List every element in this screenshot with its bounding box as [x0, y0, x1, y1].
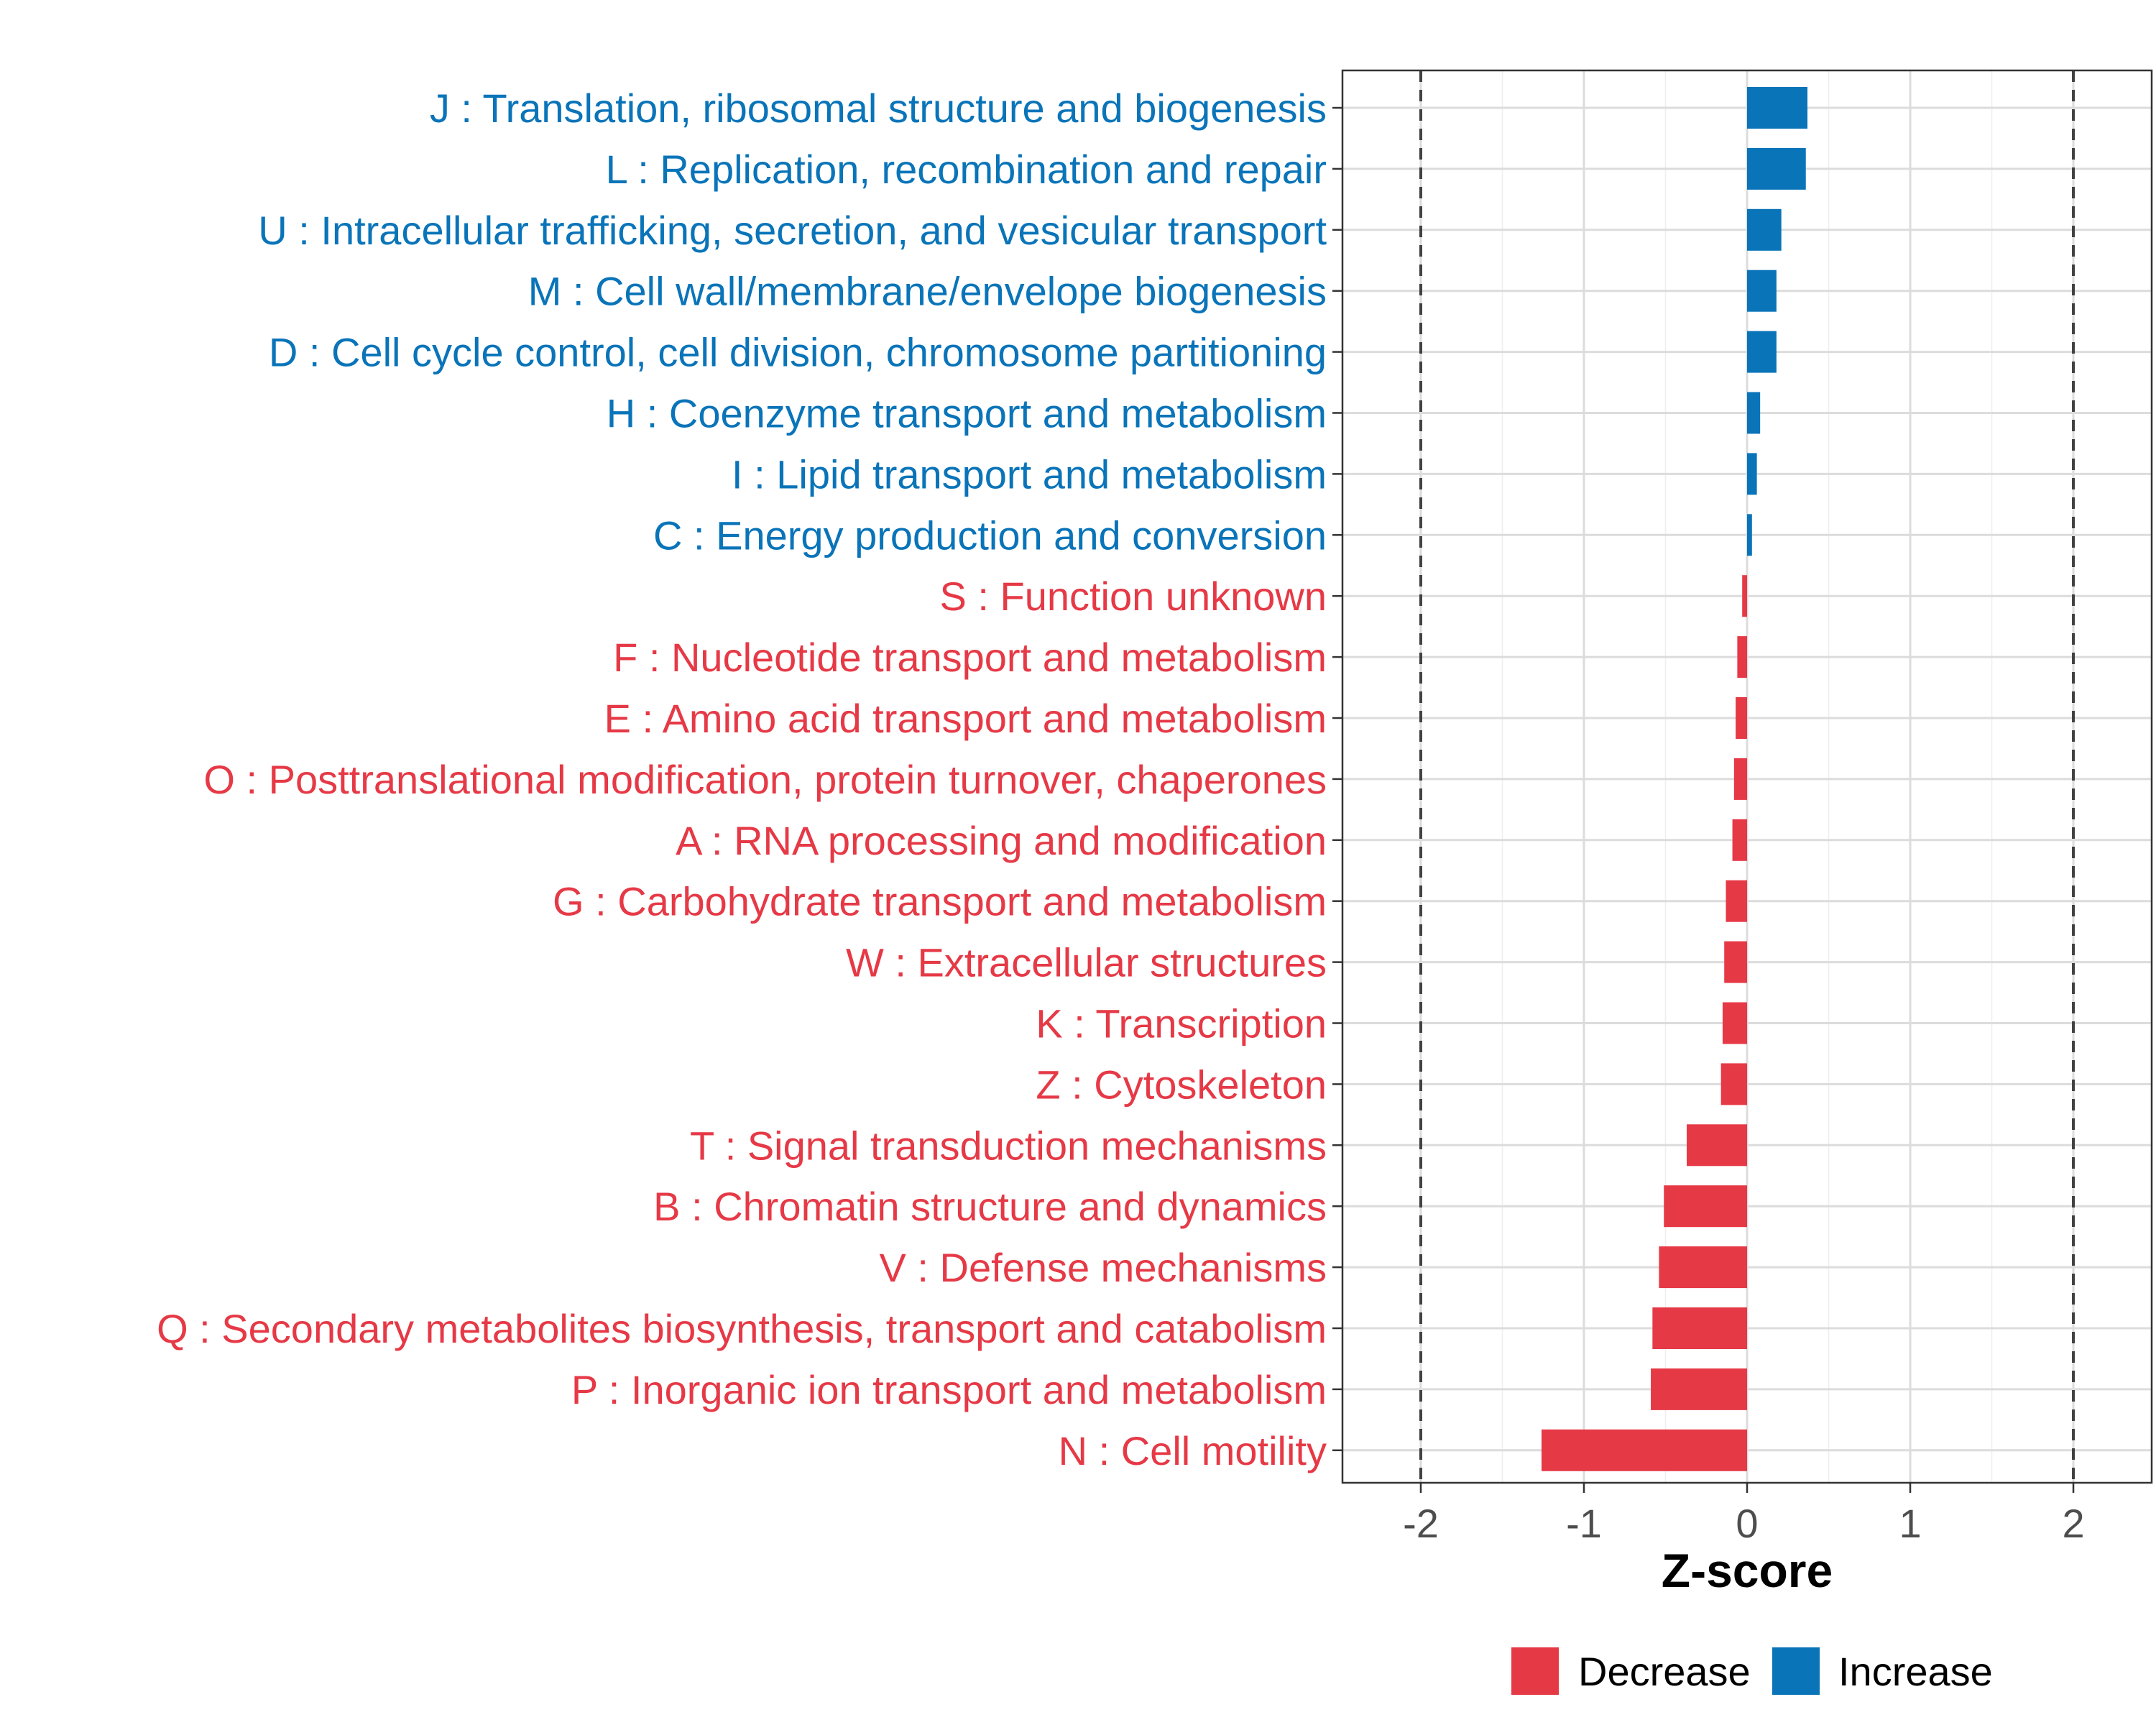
bar: [1659, 1246, 1747, 1289]
category-labels: J : Translation, ribosomal structure and…: [157, 86, 1327, 1473]
x-tick-label: 2: [2062, 1501, 2084, 1546]
category-label: M : Cell wall/membrane/envelope biogenes…: [528, 269, 1327, 314]
category-label: Q : Secondary metabolites biosynthesis, …: [157, 1306, 1327, 1351]
category-label: C : Energy production and conversion: [653, 512, 1327, 558]
bar: [1737, 636, 1747, 678]
reference-lines: [1419, 70, 2076, 1483]
category-label: S : Function unknown: [939, 574, 1327, 619]
category-label: Z : Cytoskeleton: [1036, 1062, 1327, 1107]
category-label: U : Intracellular trafficking, secretion…: [258, 208, 1327, 253]
x-tick-label: -2: [1403, 1501, 1439, 1546]
bar: [1742, 575, 1747, 617]
category-label: T : Signal transduction mechanisms: [690, 1123, 1327, 1168]
x-axis-title: Z-score: [1662, 1544, 1833, 1597]
category-label: H : Coenzyme transport and metabolism: [607, 391, 1327, 436]
category-label: B : Chromatin structure and dynamics: [653, 1184, 1327, 1229]
x-tick-label: 1: [1899, 1501, 1921, 1546]
legend: Decrease Increase: [1511, 1647, 1993, 1695]
category-label: W : Extracellular structures: [846, 940, 1327, 985]
x-axis-ticks: -2 -1 0 1 2: [1403, 1483, 2085, 1546]
bar: [1726, 880, 1747, 922]
x-tick-label: 0: [1736, 1501, 1758, 1546]
legend-swatch: [1772, 1647, 1820, 1695]
category-label: K : Transcription: [1036, 1001, 1327, 1046]
bar: [1747, 270, 1777, 312]
category-label: O : Posttranslational modification, prot…: [203, 757, 1327, 802]
bar: [1722, 1002, 1747, 1044]
bar: [1747, 453, 1757, 495]
legend-swatch: [1511, 1647, 1559, 1695]
category-label: I : Lipid transport and metabolism: [732, 451, 1327, 497]
bars: [1541, 87, 1807, 1471]
bar: [1747, 514, 1752, 556]
category-label: F : Nucleotide transport and metabolism: [613, 635, 1327, 680]
bar: [1736, 697, 1747, 739]
x-tick-label: -1: [1566, 1501, 1602, 1546]
category-label: A : RNA processing and modification: [676, 818, 1327, 863]
bar: [1747, 87, 1807, 129]
bar: [1652, 1307, 1747, 1349]
bar: [1724, 941, 1747, 983]
bar: [1732, 819, 1747, 861]
bar: [1747, 331, 1777, 373]
bar: [1651, 1368, 1747, 1410]
bar: [1747, 208, 1782, 251]
y-axis-ticks: [1332, 106, 1342, 1452]
category-label: L : Replication, recombination and repai…: [606, 147, 1327, 192]
category-label: D : Cell cycle control, cell division, c…: [269, 330, 1327, 375]
bar: [1541, 1429, 1747, 1471]
bar: [1747, 147, 1806, 190]
category-label: G : Carbohydrate transport and metabolis…: [553, 879, 1327, 924]
bar: [1733, 758, 1747, 800]
category-label: V : Defense mechanisms: [880, 1245, 1327, 1290]
bar: [1664, 1185, 1747, 1228]
bar: [1747, 392, 1761, 434]
bar: [1720, 1063, 1747, 1105]
category-label: J : Translation, ribosomal structure and…: [430, 86, 1327, 131]
legend-label: Decrease: [1578, 1649, 1751, 1694]
category-label: E : Amino acid transport and metabolism: [604, 696, 1327, 741]
category-label: N : Cell motility: [1059, 1428, 1327, 1473]
category-label: P : Inorganic ion transport and metaboli…: [571, 1367, 1327, 1412]
bar: [1687, 1124, 1747, 1167]
legend-label: Increase: [1838, 1649, 1993, 1694]
